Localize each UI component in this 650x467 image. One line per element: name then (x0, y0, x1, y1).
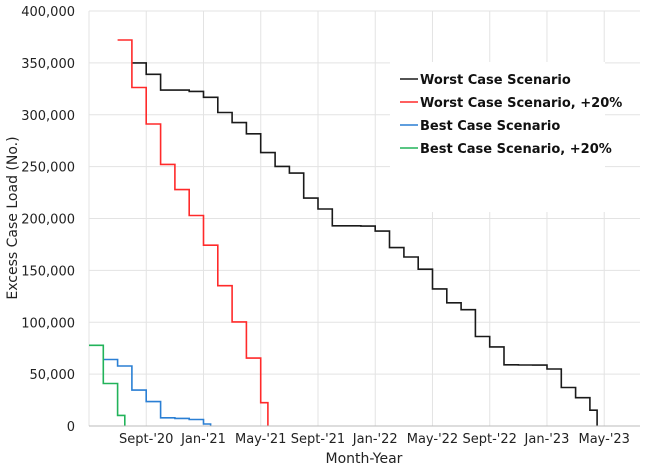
y-tick-label: 100,000 (21, 316, 75, 331)
y-tick-label: 200,000 (21, 213, 75, 228)
x-tick-label: Sept-'22 (463, 432, 517, 447)
x-axis-ticks: Sept-'20 Jan-'21 May-'21 Sept-'21 Jan-'22 May… (119, 432, 630, 447)
y-tick-label: 0 (67, 420, 75, 435)
series-line-3 (89, 344, 126, 426)
x-tick-label: Jan-'22 (352, 432, 398, 447)
y-tick-label: 250,000 (21, 161, 75, 176)
y-tick-label: 400,000 (21, 5, 75, 20)
x-tick-label: Jan-'23 (524, 432, 570, 447)
x-axis-title: Month-Year (326, 451, 403, 467)
x-tick-label: May-'22 (407, 432, 458, 447)
x-tick-label: May-'23 (578, 432, 629, 447)
legend-label: Best Case Scenario, +20% (420, 142, 612, 157)
series-line-2 (103, 358, 212, 426)
legend-label: Worst Case Scenario (420, 73, 571, 88)
legend-label: Best Case Scenario (420, 119, 560, 134)
y-axis-title: Excess Case Load (No.) (5, 136, 21, 299)
legend-label: Worst Case Scenario, +20% (420, 96, 622, 111)
y-tick-label: 50,000 (30, 368, 76, 383)
x-tick-label: Sept-'21 (291, 432, 345, 447)
legend: Worst Case Scenario Worst Case Scenario, … (390, 62, 622, 212)
series-line-0 (131, 62, 598, 426)
y-axis-ticks: 0 50,000 100,000 150,000 200,000 250,000 300,0… (21, 5, 75, 435)
y-tick-label: 350,000 (21, 57, 75, 72)
y-tick-label: 150,000 (21, 264, 75, 279)
y-tick-label: 300,000 (21, 109, 75, 124)
x-tick-label: May-'21 (235, 432, 286, 447)
series-line-1 (117, 39, 269, 426)
grid (88, 10, 640, 427)
x-tick-label: Sept-'20 (119, 432, 173, 447)
x-tick-label: Jan-'21 (180, 432, 226, 447)
series-lines (89, 39, 598, 426)
